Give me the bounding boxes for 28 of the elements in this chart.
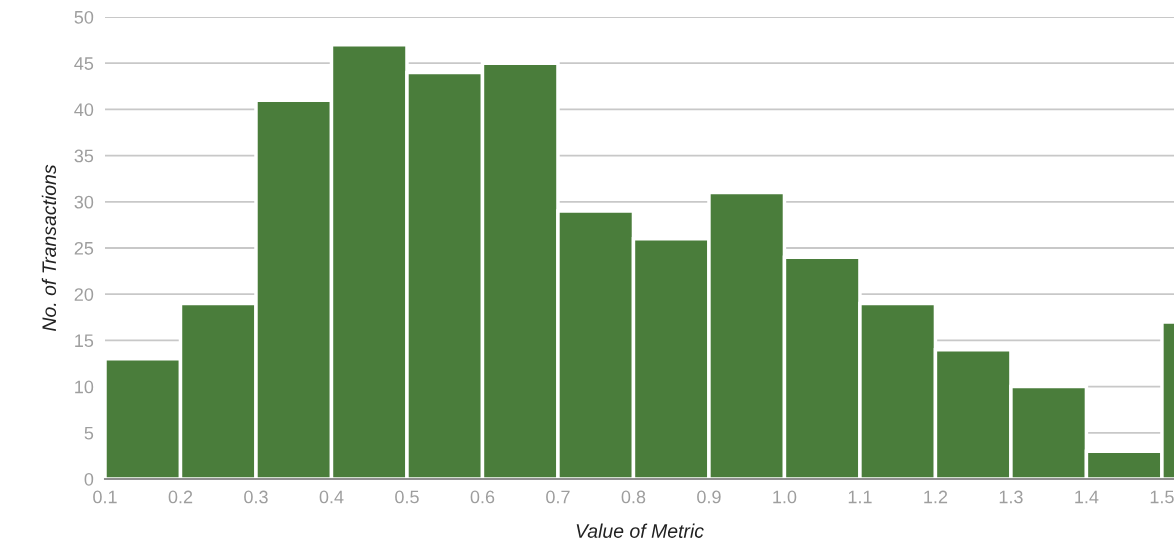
x-tick-label: 0.9 — [697, 490, 721, 504]
x-tick-label: 1.5 — [1150, 490, 1174, 504]
y-tick-label: 45 — [74, 57, 94, 70]
y-tick-label: 20 — [74, 288, 94, 301]
x-tick-label: 0.7 — [546, 490, 570, 504]
y-tick-label: 10 — [75, 380, 94, 394]
x-tick-label: 0.4 — [319, 490, 344, 504]
x-tick-label: 1.4 — [1075, 490, 1099, 504]
y-tick-label: 40 — [74, 103, 94, 117]
y-tick-label: 25 — [74, 241, 94, 255]
x-tick-label: 1.0 — [773, 490, 797, 504]
x-tick-label: 0.6 — [470, 490, 495, 504]
x-tick-label: 1.3 — [999, 490, 1023, 504]
y-tick-label: 35 — [74, 149, 94, 163]
y-tick-label: 30 — [74, 195, 94, 209]
y-tick-label: 0 — [84, 472, 94, 486]
x-tick-label: 1.2 — [924, 490, 948, 504]
x-tick-label: 0.5 — [395, 490, 419, 504]
x-tick-label: 0.1 — [93, 490, 117, 504]
x-tick-label: 0.8 — [621, 490, 646, 504]
x-tick-label: 0.3 — [244, 490, 268, 504]
y-tick-label: 5 — [84, 426, 94, 440]
y-axis-title: No. of Transactions — [41, 164, 57, 331]
x-axis-title: Value of Metric — [576, 523, 704, 538]
x-tick-label: 0.2 — [168, 490, 193, 504]
x-tick-label: 1.1 — [848, 490, 872, 504]
y-tick-label: 15 — [75, 334, 94, 348]
y-tick-label: 50 — [74, 10, 94, 24]
